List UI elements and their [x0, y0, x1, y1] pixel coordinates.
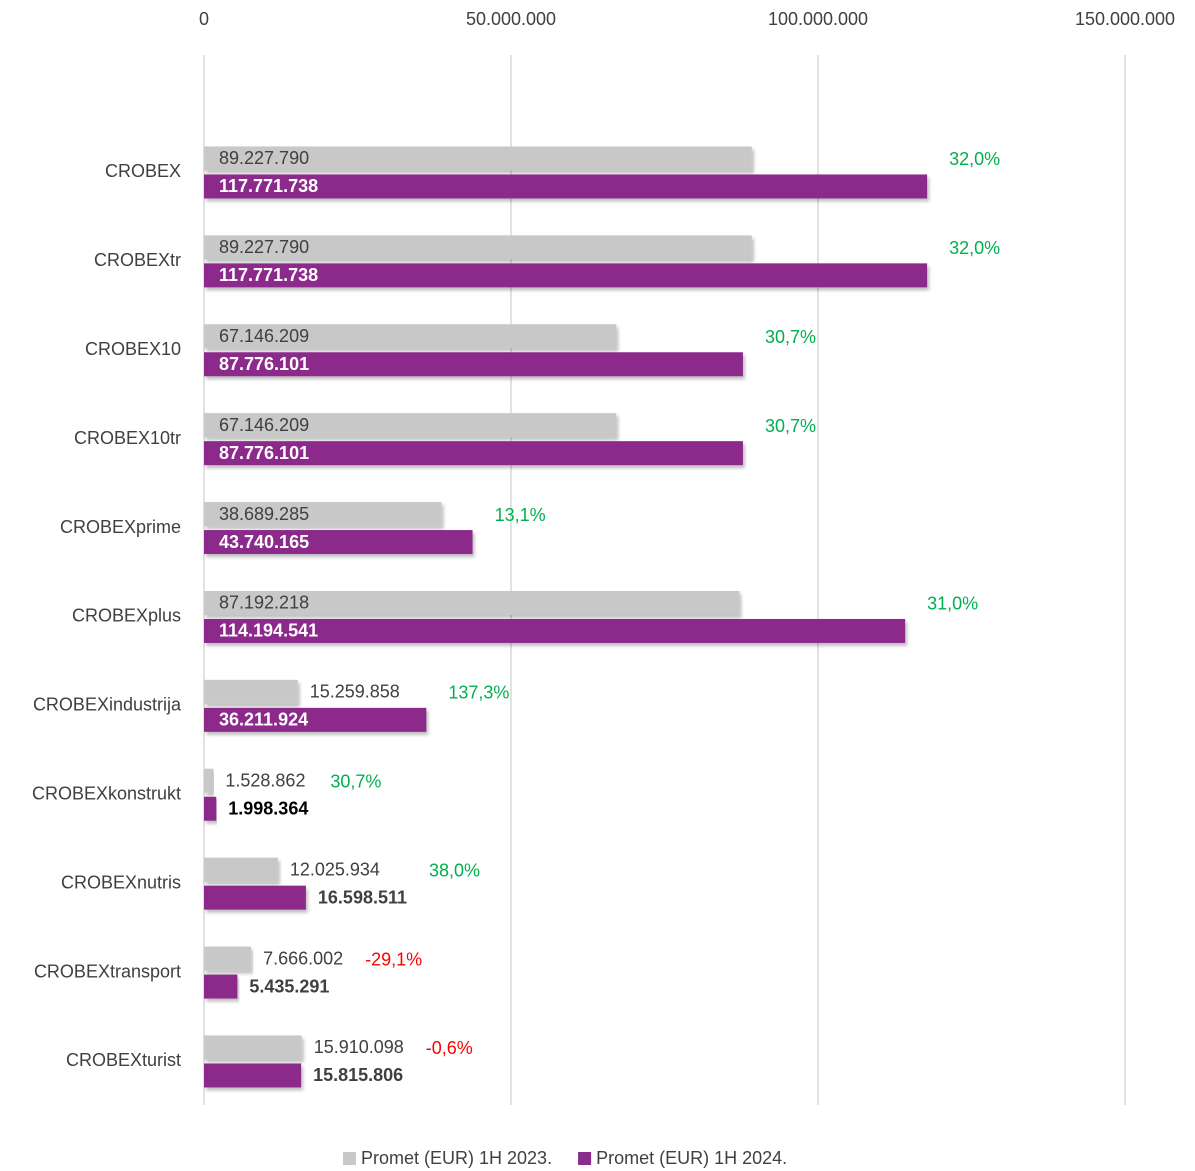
- value-label: 117.771.738: [219, 265, 318, 285]
- bar: [204, 352, 743, 377]
- bar: [204, 502, 442, 527]
- change-label: -0,6%: [426, 1038, 473, 1058]
- value-label: 87.776.101: [219, 354, 309, 374]
- change-label: 30,7%: [330, 772, 381, 792]
- category-label: CROBEXnutris: [61, 872, 181, 892]
- category-label: CROBEX10: [85, 339, 181, 359]
- bar: [204, 235, 752, 260]
- value-label: 1.528.862: [225, 771, 305, 791]
- category-label: CROBEXkonstrukt: [32, 784, 181, 804]
- bar: [204, 530, 473, 555]
- bar: [204, 885, 306, 910]
- category-label: CROBEXindustrija: [33, 695, 182, 715]
- legend-label: Promet (EUR) 1H 2024.: [596, 1148, 787, 1168]
- x-tick-label: 100.000.000: [768, 9, 868, 29]
- bar: [204, 857, 278, 882]
- bar: [204, 324, 617, 349]
- bar: [204, 796, 217, 821]
- value-label: 1.998.364: [228, 799, 308, 819]
- category-label: CROBEXplus: [72, 606, 181, 626]
- category-label: CROBEXturist: [66, 1050, 181, 1070]
- legend-label: Promet (EUR) 1H 2023.: [361, 1148, 552, 1168]
- value-label: 16.598.511: [318, 887, 407, 907]
- bar: [204, 146, 752, 171]
- x-tick-label: 150.000.000: [1075, 9, 1175, 29]
- value-label: 15.910.098: [314, 1037, 404, 1057]
- value-label: 89.227.790: [219, 237, 309, 257]
- change-label: 13,1%: [495, 505, 546, 525]
- value-label: 89.227.790: [219, 148, 309, 168]
- value-label: 15.815.806: [313, 1065, 403, 1085]
- value-label: 38.689.285: [219, 504, 309, 524]
- bar: [204, 1035, 302, 1060]
- value-label: 7.666.002: [263, 948, 343, 968]
- bar: [204, 946, 252, 971]
- change-label: 32,0%: [949, 238, 1000, 258]
- bar: [204, 679, 298, 704]
- value-label: 67.146.209: [219, 415, 309, 435]
- category-label: CROBEX10tr: [74, 428, 181, 448]
- bar: [204, 174, 928, 199]
- bar: [204, 263, 928, 288]
- bar: [204, 590, 740, 615]
- bar: [204, 618, 906, 643]
- value-label: 114.194.541: [219, 621, 318, 641]
- change-label: -29,1%: [365, 949, 422, 969]
- change-label: 32,0%: [949, 149, 1000, 169]
- bar: [204, 441, 743, 466]
- value-label: 87.192.218: [219, 593, 309, 613]
- value-label: 117.771.738: [219, 176, 318, 196]
- value-label: 12.025.934: [290, 859, 380, 879]
- category-label: CROBEXtransport: [34, 961, 181, 981]
- bar: [204, 1063, 302, 1088]
- x-tick-label: 50.000.000: [466, 9, 556, 29]
- change-label: 30,7%: [765, 327, 816, 347]
- bar: [204, 707, 427, 732]
- value-label: 15.259.858: [310, 682, 400, 702]
- value-label: 67.146.209: [219, 326, 309, 346]
- category-label: CROBEX: [105, 161, 181, 181]
- value-label: 5.435.291: [249, 976, 329, 996]
- change-label: 30,7%: [765, 416, 816, 436]
- bar: [204, 768, 214, 793]
- value-label: 36.211.924: [219, 710, 308, 730]
- bar: [204, 413, 617, 438]
- legend-swatch: [578, 1152, 592, 1165]
- x-tick-label: 0: [199, 9, 209, 29]
- change-label: 31,0%: [927, 594, 978, 614]
- value-label: 43.740.165: [219, 532, 309, 552]
- bar: [204, 974, 238, 999]
- category-label: CROBEXprime: [60, 517, 181, 537]
- change-label: 38,0%: [429, 860, 480, 880]
- change-label: 137,3%: [448, 683, 509, 703]
- category-label: CROBEXtr: [94, 250, 181, 270]
- value-label: 87.776.101: [219, 443, 309, 463]
- legend-swatch: [343, 1152, 356, 1165]
